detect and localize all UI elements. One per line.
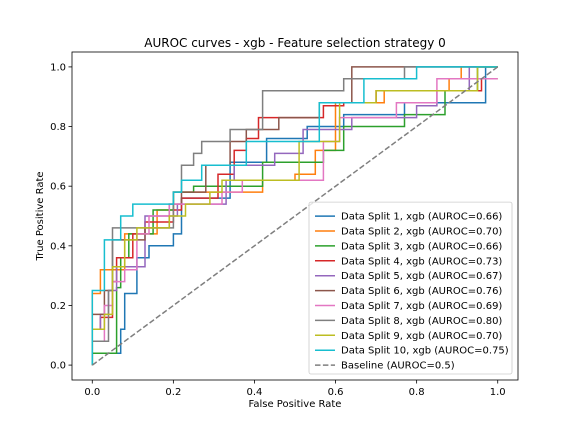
- x-tick-label: 0.4: [247, 387, 263, 398]
- x-tick-label: 1.0: [490, 387, 506, 398]
- legend-entry-label: Data Split 5, xgb (AUROC=0.67): [341, 271, 502, 282]
- plot-area: [91, 66, 499, 366]
- y-tick-label: 1.0: [50, 62, 66, 73]
- y-tick-label: 0.6: [50, 182, 66, 193]
- legend-entry-label: Baseline (AUROC=0.5): [341, 361, 455, 372]
- legend-entry-label: Data Split 8, xgb (AUROC=0.80): [341, 316, 502, 327]
- y-axis-label: True Positive Rate: [35, 171, 46, 261]
- series-line-8: [91, 66, 498, 366]
- x-tick-label: 0.2: [165, 387, 181, 398]
- legend-entry-label: Data Split 10, xgb (AUROC=0.75): [341, 346, 509, 357]
- legend-entry-label: Data Split 4, xgb (AUROC=0.73): [341, 256, 502, 267]
- y-tick-label: 0.8: [50, 122, 66, 133]
- y-tick-label: 0.4: [50, 241, 66, 252]
- legend-entry-label: Data Split 3, xgb (AUROC=0.66): [341, 241, 502, 252]
- series-line-10: [91, 66, 498, 366]
- legend[interactable]: Data Split 1, xgb (AUROC=0.66) Data Split…: [308, 201, 513, 375]
- x-tick-label: 0.6: [328, 387, 344, 398]
- series-line-3: [91, 66, 498, 366]
- axes: 0.0 0.2 0.4 0.6 0.8 1.0 0.0 0.2 0.4 0.6 0.8 1.0: [50, 51, 519, 398]
- baseline-line: [91, 66, 499, 366]
- legend-entry-label: Data Split 2, xgb (AUROC=0.70): [341, 227, 502, 238]
- y-tick-label: 0.0: [50, 361, 66, 372]
- legend-entry-label: Data Split 7, xgb (AUROC=0.69): [341, 301, 502, 312]
- legend-entry-label: Data Split 6, xgb (AUROC=0.76): [341, 286, 502, 297]
- y-tick-label: 0.2: [50, 301, 66, 312]
- legend-entry-label: Data Split 9, xgb (AUROC=0.70): [341, 331, 502, 342]
- legend-box: [308, 201, 513, 375]
- x-axis-label: False Positive Rate: [249, 399, 342, 410]
- legend-entry-label: Data Split 1, xgb (AUROC=0.66): [341, 212, 502, 223]
- x-tick-label: 0.0: [84, 387, 100, 398]
- x-tick-label: 0.8: [409, 387, 425, 398]
- axes-frame: [71, 51, 519, 381]
- chart-title: AUROC curves - xgb - Feature selection s…: [144, 36, 446, 50]
